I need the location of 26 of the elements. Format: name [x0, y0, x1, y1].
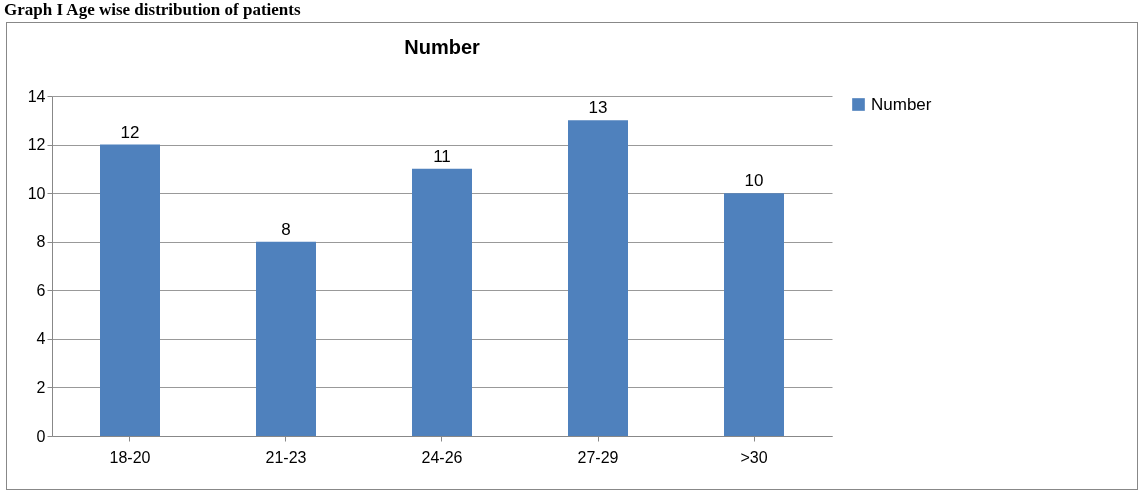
y-tick-label: 2	[36, 378, 46, 396]
x-tick-label: 21-23	[265, 448, 307, 466]
data-label: 8	[281, 219, 291, 239]
data-label: 10	[744, 171, 764, 191]
x-tick-label: 18-20	[109, 448, 151, 466]
data-label: 11	[433, 146, 451, 166]
x-tick-label: 27-29	[577, 448, 619, 466]
text: Graph I Age wise distribution of patients	[3, 0, 302, 21]
x-tick-label: >30	[740, 448, 768, 466]
chart-title: Number	[404, 36, 480, 58]
y-tick-label: 10	[27, 184, 46, 202]
y-tick-label: 4	[36, 330, 46, 348]
bar	[724, 193, 784, 436]
bar	[568, 120, 628, 436]
bar	[100, 144, 160, 436]
y-tick-label: 0	[36, 427, 46, 445]
y-tick-label: 12	[27, 136, 46, 154]
bar	[256, 241, 316, 436]
data-label: 13	[588, 98, 608, 118]
x-tick-label: 24-26	[421, 448, 463, 466]
bar	[412, 168, 472, 436]
y-tick-label: 6	[36, 281, 46, 299]
y-tick-label: 8	[36, 233, 46, 251]
legend-label: Number	[871, 94, 932, 114]
data-label: 12	[120, 122, 140, 142]
y-tick-label: 14	[27, 87, 46, 105]
